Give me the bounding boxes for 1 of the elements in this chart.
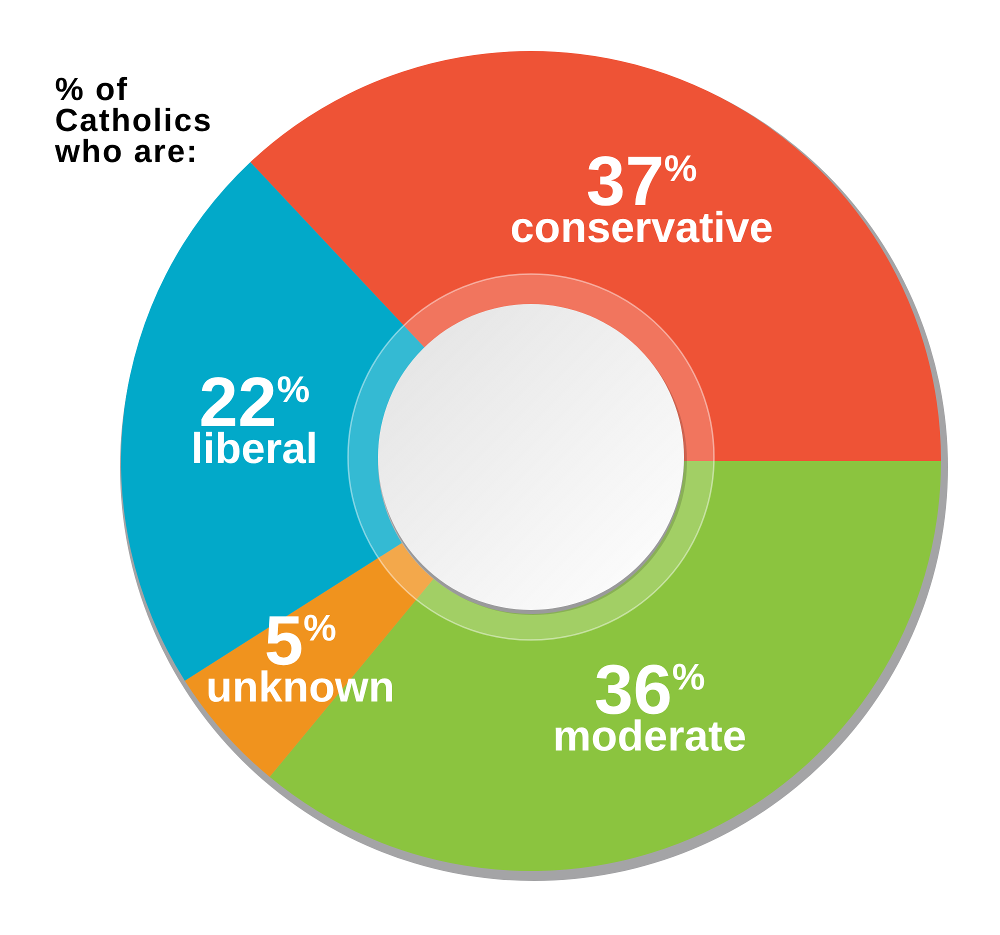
- text: % of Catholics who are:: [54, 71, 213, 169]
